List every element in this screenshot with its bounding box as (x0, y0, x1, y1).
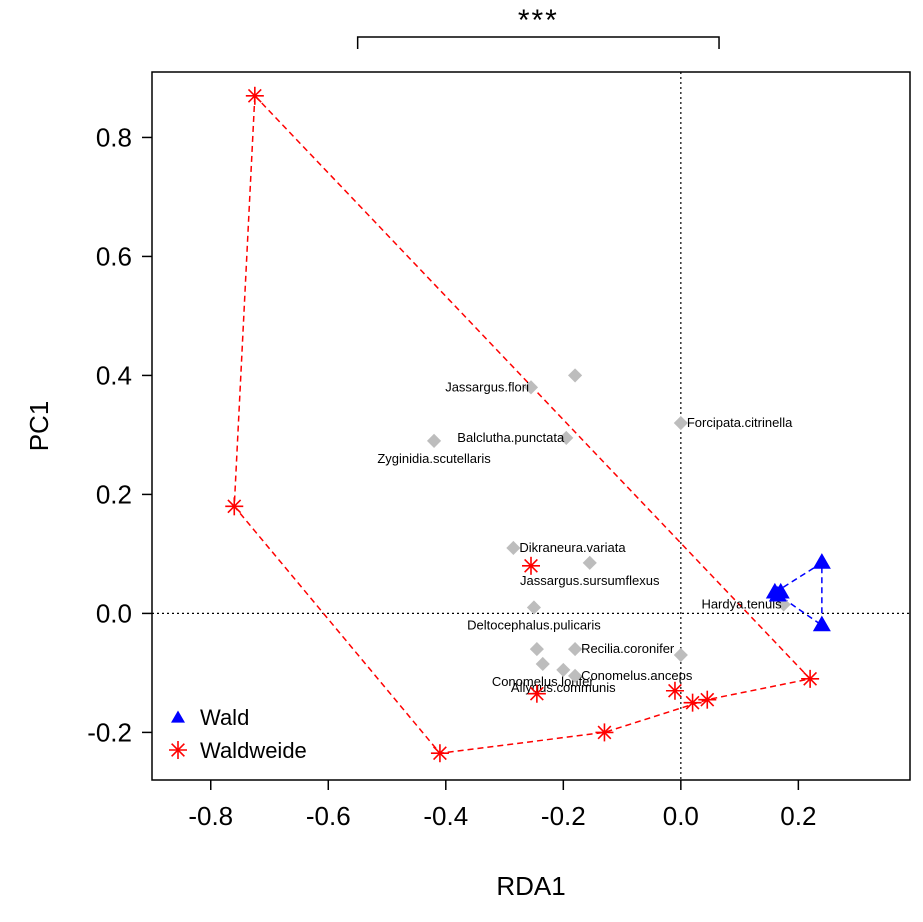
asterisk-stroke (524, 558, 538, 573)
waldweide-point (522, 556, 540, 575)
species-marker (529, 642, 544, 657)
asterisk-stroke (247, 88, 262, 103)
wald-point (771, 582, 790, 599)
y-tick-label: 0.8 (96, 122, 132, 152)
x-tick-label: -0.6 (306, 801, 351, 831)
species-marker (567, 668, 583, 683)
asterisk-stroke (700, 692, 715, 707)
waldweide-point (595, 723, 614, 742)
y-tick-label: 0.2 (96, 479, 132, 509)
species-marker (567, 368, 583, 383)
asterisk-stroke (171, 743, 185, 757)
y-tick-label: 0.4 (96, 360, 132, 390)
species-marker (673, 647, 688, 663)
waldweide-point (430, 744, 449, 763)
asterisk-stroke (685, 695, 700, 710)
significance-label: *** (518, 4, 559, 37)
species-label: Conomelus.anceps (581, 668, 693, 683)
x-tick-label: -0.8 (188, 801, 233, 831)
legend-waldweide-marker (169, 741, 187, 759)
species-label: Zyginidia.scutellaris (377, 451, 491, 466)
significance-bracket: *** (356, 4, 720, 49)
species-label: Recilia.coronifer (581, 641, 675, 656)
waldweide-point (801, 669, 820, 688)
waldweide-point (698, 690, 717, 709)
species-marker (567, 642, 583, 657)
legend-wald-marker (171, 710, 185, 723)
species-marker (556, 662, 571, 678)
x-tick-label: -0.4 (423, 801, 468, 831)
wald-point (812, 553, 831, 569)
x-tick-label: -0.2 (541, 801, 586, 831)
asterisk-stroke (529, 686, 544, 701)
species-label: Hardya.tenuis (701, 596, 782, 611)
waldweide-point (245, 86, 264, 105)
legend-wald-label: Wald (200, 705, 249, 730)
species-marker (673, 415, 688, 431)
waldweide-point (665, 681, 684, 700)
asterisk-stroke (597, 725, 612, 740)
asterisk-stroke (227, 499, 242, 514)
asterisk-stroke (432, 746, 447, 761)
significance-bracket-line (356, 36, 720, 49)
species-label: Jassargus.sursumflexus (520, 573, 660, 588)
species-label: Forcipata.citrinella (687, 415, 793, 430)
waldweide-point (683, 693, 702, 712)
plot-frame (151, 71, 911, 781)
species-marker (559, 430, 574, 445)
asterisk-stroke (803, 671, 818, 686)
species-marker (582, 555, 597, 570)
y-axis-title: PC1 (24, 401, 54, 452)
legend: Wald Waldweide (169, 705, 307, 763)
species-marker (506, 540, 521, 556)
species-label: Balclutha.punctata (457, 430, 565, 445)
axes-layer: -0.8 -0.6 -0.4 -0.2 0.0 0.2 -0.2 0.0 0.2 0.4 0.6 0.… (24, 71, 911, 901)
species-label: Deltocephalus.pulicaris (467, 617, 601, 632)
species-marker (523, 380, 539, 395)
x-tick-label: 0.2 (780, 801, 816, 831)
x-tick-label: 0.0 (663, 801, 699, 831)
waldweide-point (225, 497, 244, 516)
species-layer: Jassargus.flori Balclutha.punctata Zyginid… (377, 368, 793, 695)
species-marker (426, 433, 442, 448)
legend-waldweide-label: Waldweide (200, 738, 307, 763)
wald-point (812, 615, 831, 632)
y-tick-label: 0.0 (96, 598, 132, 628)
points-layer (225, 86, 831, 763)
y-tick-label: 0.6 (96, 241, 132, 271)
species-marker (535, 656, 550, 672)
species-marker (526, 600, 542, 615)
species-label: Jassargus.flori (445, 379, 529, 394)
waldweide-point (527, 684, 546, 703)
x-axis-title: RDA1 (496, 871, 565, 901)
asterisk-stroke (668, 683, 682, 698)
species-label: Conomelus.lorifer (492, 674, 595, 689)
y-tick-label: -0.2 (87, 717, 132, 747)
species-label: Dikraneura.variata (519, 540, 626, 555)
